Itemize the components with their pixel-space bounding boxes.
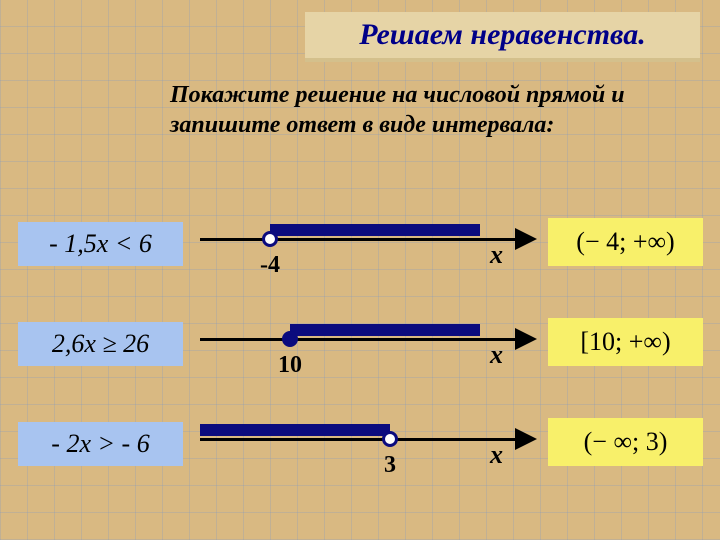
inequality-row: - 2x > - 6 3 x (− ∞; 3) [0, 400, 720, 490]
solution-segment [200, 424, 390, 436]
x-axis-label: x [490, 340, 503, 370]
page-title: Решаем неравенства. [359, 18, 646, 52]
endpoint-closed [282, 331, 298, 347]
axis-arrow-icon [515, 328, 537, 350]
inequality-box: - 2x > - 6 [18, 422, 183, 466]
endpoint-label: 3 [384, 452, 396, 479]
number-line: -4 x [200, 200, 540, 290]
inequality-box: 2,6x ≥ 26 [18, 322, 183, 366]
solution-segment [290, 324, 480, 336]
answer-box: [10; +∞) [548, 318, 703, 366]
axis-arrow-icon [515, 428, 537, 450]
answer-box: (− ∞; 3) [548, 418, 703, 466]
answer-interval: (− ∞; 3) [584, 427, 668, 457]
axis-arrow-icon [515, 228, 537, 250]
axis-line [200, 238, 520, 241]
endpoint-label: 10 [278, 352, 302, 379]
axis-line [200, 338, 520, 341]
inequality-expression: 2,6x ≥ 26 [52, 329, 149, 359]
axis-line [200, 438, 520, 441]
inequality-box: - 1,5x < 6 [18, 222, 183, 266]
solution-segment [270, 224, 480, 236]
answer-box: (− 4; +∞) [548, 218, 703, 266]
x-axis-label: x [490, 440, 503, 470]
inequality-row: 2,6x ≥ 26 10 x [10; +∞) [0, 300, 720, 390]
x-axis-label: x [490, 240, 503, 270]
instruction-text: Покажите решение на числовой прямой и за… [170, 80, 650, 140]
inequality-row: - 1,5x < 6 -4 x (− 4; +∞) [0, 200, 720, 290]
inequality-expression: - 2x > - 6 [51, 429, 149, 459]
answer-interval: [10; +∞) [580, 327, 670, 357]
answer-interval: (− 4; +∞) [576, 227, 674, 257]
endpoint-open [262, 231, 278, 247]
title-box: Решаем неравенства. [305, 12, 700, 62]
endpoint-open [382, 431, 398, 447]
inequality-expression: - 1,5x < 6 [49, 229, 152, 259]
endpoint-label: -4 [260, 252, 280, 279]
number-line: 10 x [200, 300, 540, 390]
number-line: 3 x [200, 400, 540, 490]
